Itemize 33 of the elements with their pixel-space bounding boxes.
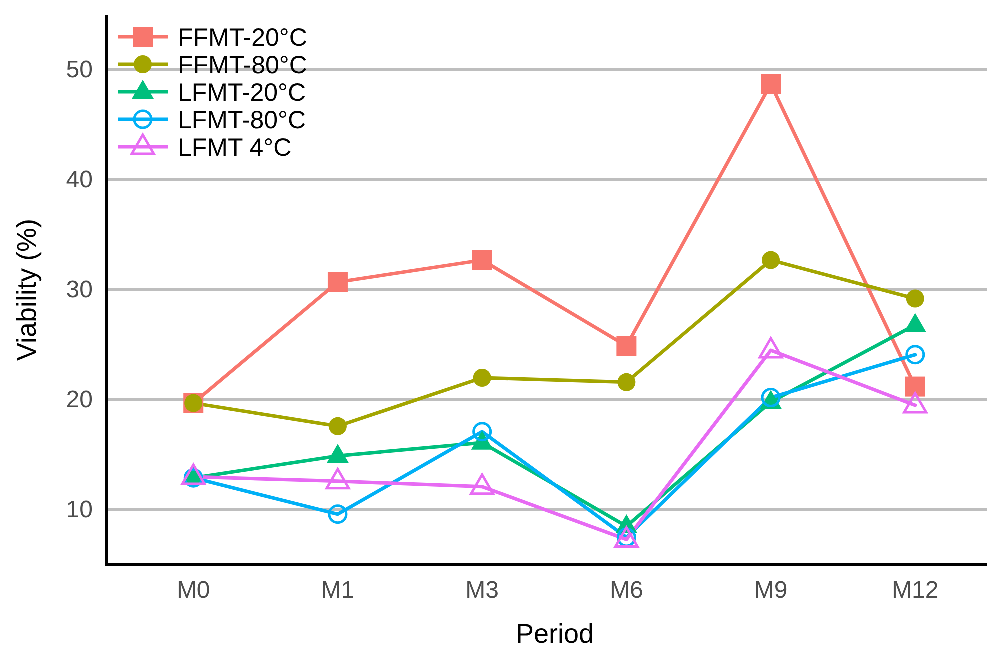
point: [326, 468, 350, 490]
x-tick-label: M1: [321, 577, 355, 604]
x-tick-label: M6: [610, 577, 644, 604]
x-axis-title: Period: [516, 619, 594, 648]
point: [473, 369, 492, 387]
y-tick-label: 50: [66, 56, 93, 84]
x-tick-label: M9: [754, 577, 788, 604]
legend-label: LFMT-20°C: [178, 79, 306, 107]
y-tick-label: 30: [66, 276, 93, 304]
y-tick-label: 20: [66, 386, 93, 414]
legend-label: FFMT-80°C: [178, 52, 308, 80]
y-tick-label: 10: [66, 496, 93, 524]
point: [472, 250, 492, 270]
point: [906, 290, 924, 308]
point: [762, 251, 780, 270]
point: [326, 444, 349, 464]
legend-label: LFMT 4°C: [178, 134, 292, 162]
point: [618, 373, 636, 392]
point: [616, 336, 637, 356]
point: [905, 376, 926, 397]
point: [761, 74, 782, 94]
x-tick-label: M0: [176, 577, 210, 604]
legend-label: LFMT-80°C: [178, 106, 306, 134]
x-tick-label: M12: [892, 577, 939, 604]
point: [906, 345, 926, 365]
y-tick-label: 40: [66, 166, 93, 194]
point: [472, 422, 492, 442]
x-tick-label: M3: [466, 577, 499, 604]
legend-label: FFMT-20°C: [178, 24, 308, 52]
point: [328, 272, 348, 292]
point: [470, 474, 495, 496]
y-axis-title: Viability (%): [12, 218, 42, 362]
point: [328, 417, 347, 436]
